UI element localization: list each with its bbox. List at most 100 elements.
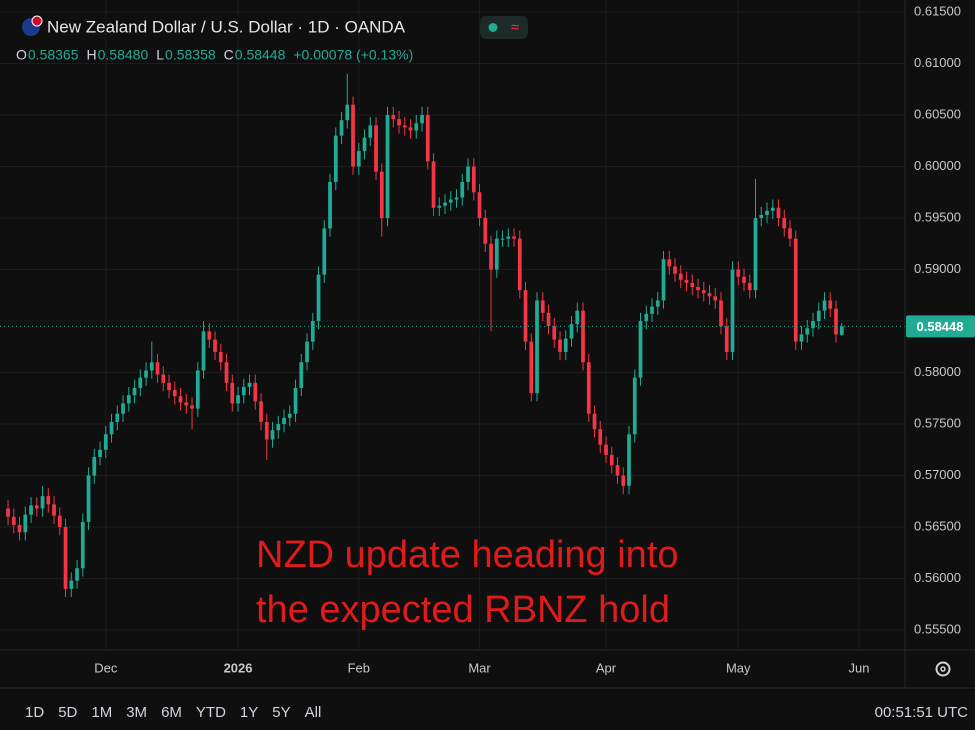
candle-body	[839, 326, 844, 335]
timeframe-button[interactable]: 1M	[91, 704, 112, 721]
ohlc-value: 0.58365	[28, 47, 79, 63]
candle-body	[172, 390, 177, 397]
candle-body	[782, 218, 787, 229]
candle-body	[816, 310, 821, 322]
candle-body	[98, 449, 102, 457]
candle-body	[299, 362, 304, 388]
candle-body	[282, 417, 286, 425]
candle-body	[397, 119, 401, 126]
candle-body	[103, 434, 108, 450]
candle-body	[494, 238, 499, 270]
candle-body	[822, 300, 827, 311]
candle-body	[443, 202, 447, 206]
ohlc-change: +0.00078 (+0.13%)	[293, 47, 413, 63]
timeframe-button[interactable]: All	[305, 704, 322, 721]
candle-body	[316, 274, 321, 322]
candle-body	[632, 377, 637, 435]
candle-body	[546, 312, 551, 327]
candle-body	[753, 218, 758, 291]
candle-body	[655, 300, 660, 307]
candle-body	[86, 475, 91, 522]
candle-body	[121, 403, 125, 414]
ohlc-row: O 0.58365 H 0.58480 L 0.58358 C 0.58448 +0.00078…	[16, 47, 413, 63]
candle-body	[437, 205, 442, 208]
timeframe-button[interactable]: 1D	[25, 704, 44, 721]
candle-body	[138, 377, 143, 388]
candle-body	[345, 104, 350, 121]
candle-body	[719, 300, 723, 327]
candle-body	[11, 516, 16, 525]
candle-body	[144, 370, 148, 378]
settings-icon[interactable]	[935, 661, 951, 677]
symbol-title: New Zealand Dollar / U.S. Dollar · 1D · …	[47, 17, 406, 36]
candle-body	[747, 282, 752, 291]
candle-body	[684, 279, 689, 283]
x-tick-label: Apr	[596, 660, 617, 675]
candle-body	[57, 515, 62, 528]
candle-body	[385, 115, 390, 219]
y-tick-label: 0.56500	[914, 518, 961, 533]
candle-body	[379, 171, 384, 219]
candle-body	[540, 300, 545, 313]
candle-body	[155, 362, 160, 375]
candle-body	[799, 334, 804, 342]
settings-gear-center[interactable]	[940, 666, 946, 672]
ohlc-key: O	[16, 47, 27, 63]
candle-body	[500, 238, 505, 240]
candle-body	[46, 496, 51, 505]
candle-body	[615, 465, 620, 476]
candle-body	[109, 421, 114, 435]
candle-body	[132, 387, 137, 396]
y-tick-label: 0.58000	[914, 364, 961, 379]
y-tick-label: 0.60000	[914, 158, 961, 173]
candle-body	[696, 287, 700, 291]
y-tick-label: 0.56000	[914, 570, 961, 585]
settings-gear[interactable]	[935, 661, 951, 677]
x-tick-label: May	[726, 660, 751, 675]
candle-body	[627, 434, 631, 486]
last-price-label: 0.58448	[917, 319, 964, 334]
x-tick-label: Mar	[468, 660, 491, 675]
candle-body	[236, 395, 240, 404]
y-tick-label: 0.57000	[914, 467, 961, 482]
candle-body	[448, 199, 453, 203]
candle-body	[34, 505, 39, 509]
candle-body	[517, 238, 522, 291]
candle-body	[52, 504, 56, 516]
timeframe-button[interactable]: 3M	[126, 704, 147, 721]
timeframe-button[interactable]: YTD	[196, 704, 226, 721]
candle-body	[765, 210, 769, 215]
candle-body	[667, 259, 672, 267]
candle-body	[356, 151, 361, 167]
candle-body	[310, 321, 315, 342]
candle-body	[218, 351, 223, 363]
candle-body	[793, 238, 798, 342]
candle-body	[701, 290, 706, 294]
x-tick-label: 2026	[224, 660, 253, 675]
candle-body	[828, 300, 833, 309]
candle-body	[190, 405, 194, 409]
candle-body	[529, 341, 534, 394]
candle-body	[80, 521, 85, 569]
candle-body	[742, 276, 746, 283]
candle-body	[29, 505, 33, 515]
timeframe-button[interactable]: 1Y	[240, 704, 258, 721]
candle-body	[339, 120, 344, 136]
candle-body	[374, 125, 378, 172]
timeframe-button[interactable]: 5Y	[272, 704, 290, 721]
candle-body	[241, 386, 246, 396]
flag-icon-us	[31, 15, 43, 27]
timeframe-button[interactable]: 5D	[58, 704, 77, 721]
candle-body	[575, 310, 580, 325]
candle-body	[201, 331, 206, 371]
candle-body	[328, 181, 332, 229]
ohlc-value: 0.58358	[165, 47, 216, 63]
candle-body	[834, 308, 838, 335]
candle-body	[581, 310, 585, 363]
candle-body	[713, 296, 718, 301]
timeframe-button[interactable]: 6M	[161, 704, 182, 721]
ohlc-value: 0.58480	[98, 47, 149, 63]
candle-body	[609, 454, 614, 466]
candle-body	[650, 306, 654, 314]
candle-body	[287, 413, 292, 418]
